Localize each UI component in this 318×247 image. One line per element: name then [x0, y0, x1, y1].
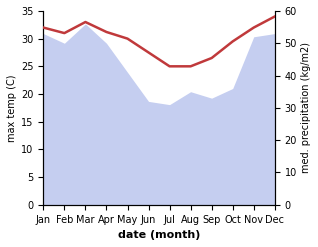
- Y-axis label: max temp (C): max temp (C): [7, 74, 17, 142]
- X-axis label: date (month): date (month): [118, 230, 200, 240]
- Y-axis label: med. precipitation (kg/m2): med. precipitation (kg/m2): [301, 42, 311, 173]
